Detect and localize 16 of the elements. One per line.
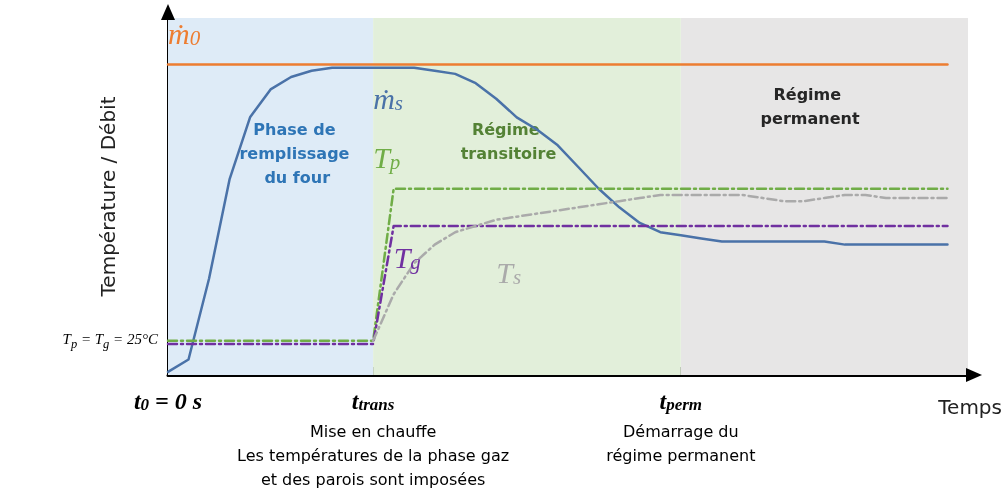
series-label: Tp xyxy=(373,141,401,175)
annotation: Régime permanent xyxy=(760,84,860,128)
text: Mise en chauffe Les températures de la phase gaz et des parois sont imposées xyxy=(237,421,510,489)
series-label: ṁ0 xyxy=(168,17,201,51)
x-tick-label: ttrans xyxy=(351,388,395,414)
series-label: ṁs xyxy=(373,82,403,116)
text: T$_{p}$ = T$_{g}$ = 25°C xyxy=(62,330,158,352)
series-label: Ts xyxy=(496,256,522,290)
x-axis-title: Temps xyxy=(937,395,1002,419)
x-tick-label: t0 = 0 s xyxy=(133,388,203,414)
series-label: Tg xyxy=(393,240,421,274)
y-axis-title: Température / Débit xyxy=(96,96,120,298)
band-label: Phase de remplissage du four xyxy=(239,120,356,188)
text: Démarrage du régime permanent xyxy=(606,421,756,465)
x-tick-label: tperm xyxy=(659,388,703,414)
band-label: Régime transitoire xyxy=(460,120,557,164)
